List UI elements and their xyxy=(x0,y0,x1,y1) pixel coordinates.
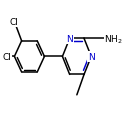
Text: N: N xyxy=(66,35,73,43)
Text: NH$_2$: NH$_2$ xyxy=(104,33,123,45)
Text: Cl: Cl xyxy=(3,52,12,61)
Text: N: N xyxy=(88,52,95,61)
Text: Cl: Cl xyxy=(10,18,19,27)
